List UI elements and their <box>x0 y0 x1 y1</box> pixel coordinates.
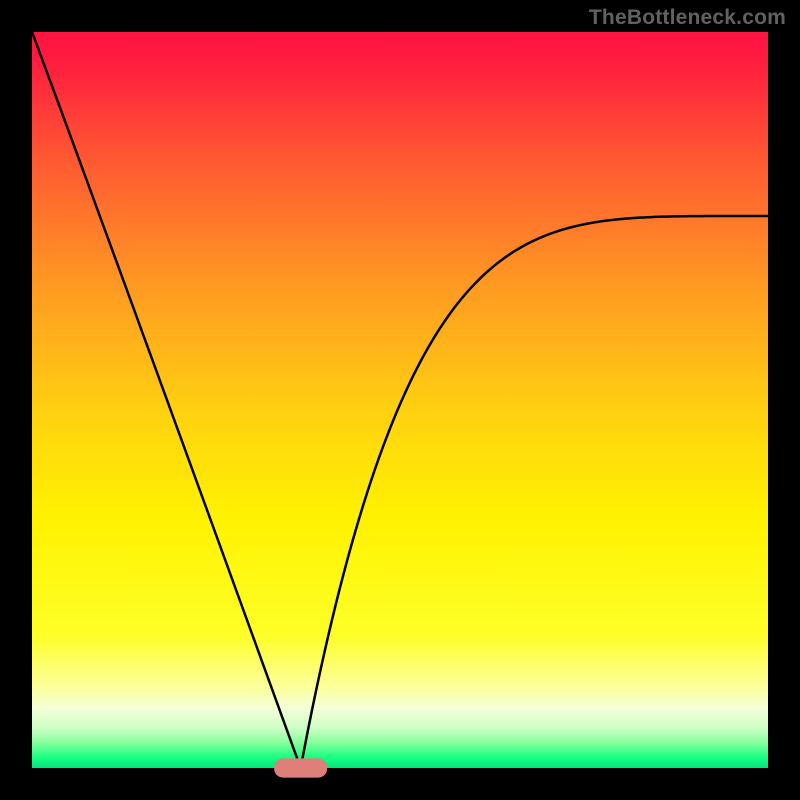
chart-svg <box>0 0 800 800</box>
branding-text: TheBottleneck.com <box>589 6 786 30</box>
root-container: TheBottleneck.com <box>0 0 800 800</box>
plot-gradient-background <box>32 32 768 768</box>
min-marker <box>274 758 327 777</box>
